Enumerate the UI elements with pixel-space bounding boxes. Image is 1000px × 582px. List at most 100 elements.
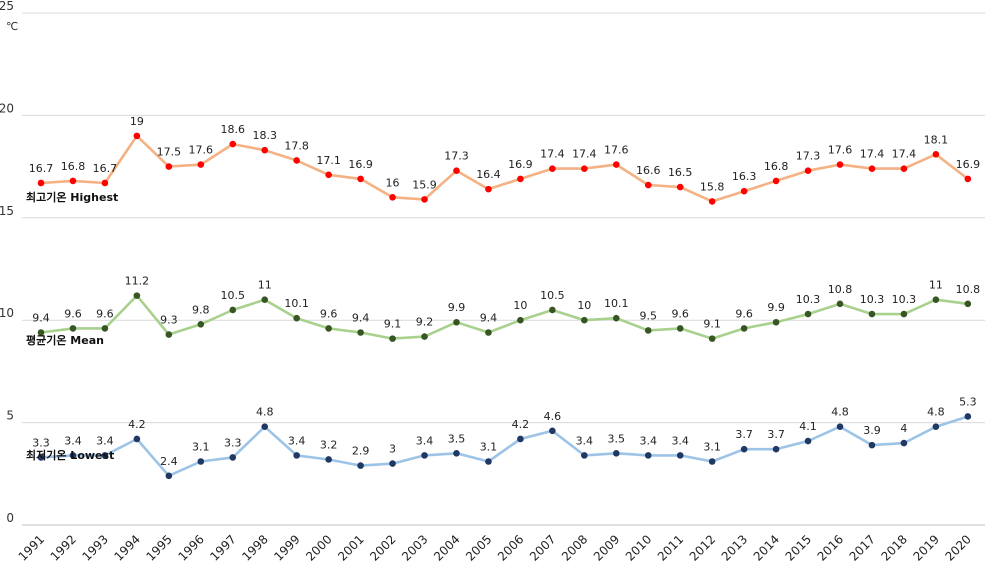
data-label: 16.9 [348, 158, 373, 171]
data-point [740, 445, 748, 453]
series-name-label: 평균기온 Mean [26, 333, 104, 347]
data-label: 9.2 [416, 316, 434, 329]
series-0: 16.7 16.8 16.7 19 17.5 17.6 18.6 18.3 17.8 17.1 16… [29, 115, 980, 205]
y-tick-label: 5 [6, 409, 14, 423]
data-label: 18.6 [221, 123, 246, 136]
data-label: 17.4 [860, 148, 885, 161]
data-point [836, 161, 844, 168]
data-point [964, 175, 972, 183]
data-point [772, 177, 780, 185]
data-label: 3.4 [288, 434, 306, 447]
x-tick-label: 2019 [911, 532, 942, 563]
data-label: 3.5 [448, 432, 466, 445]
data-label: 10.3 [860, 293, 885, 306]
y-unit-label: ℃ [6, 20, 18, 33]
data-label: 10.8 [956, 283, 981, 296]
x-tick-label: 1997 [207, 532, 238, 563]
data-point [836, 300, 844, 308]
x-tick-label: 2008 [559, 532, 590, 563]
data-point [708, 198, 716, 205]
data-point [421, 333, 428, 340]
data-label: 16.6 [636, 164, 661, 177]
data-label: 3.4 [671, 434, 689, 447]
data-label: 3.7 [767, 428, 785, 441]
data-label: 19 [130, 115, 144, 128]
data-label: 9.1 [703, 318, 721, 331]
data-label: 9.6 [64, 307, 82, 320]
x-tick-label: 1998 [239, 532, 270, 563]
data-point [612, 450, 620, 457]
x-tick-label: 2013 [719, 532, 750, 563]
data-point [389, 194, 396, 201]
x-tick-label: 2009 [591, 532, 622, 563]
data-point [453, 450, 460, 457]
series-name-labels: 최고기온 Highest 평균기온 Mean 최저기온 Lowest [26, 190, 118, 462]
data-label: 4.8 [927, 406, 945, 419]
data-point [676, 452, 684, 459]
data-point [868, 165, 876, 172]
data-point [197, 161, 205, 168]
data-point [900, 310, 908, 318]
series-line [40, 294, 968, 340]
data-label: 17.6 [828, 144, 853, 157]
data-point [549, 306, 556, 314]
data-point [549, 165, 556, 172]
x-tick-label: 2017 [847, 532, 878, 563]
x-tick-label: 1999 [271, 532, 302, 563]
data-point [325, 171, 332, 179]
data-label: 9.4 [352, 311, 370, 324]
x-tick-label: 2014 [751, 532, 782, 563]
data-point [612, 314, 620, 322]
data-point [133, 292, 141, 299]
x-tick-label: 2011 [655, 532, 686, 563]
data-label: 16.9 [508, 158, 533, 171]
series-2: 3.3 3.4 3.4 4.2 2.4 3.1 3.3 4.8 3.4 3.2 2.9 3 3.4 3.5… [32, 395, 977, 480]
data-label: 17.5 [157, 146, 182, 159]
data-label: 17.6 [189, 144, 214, 157]
data-label: 11.2 [125, 275, 150, 288]
data-point [261, 146, 269, 154]
x-tick-label: 1993 [80, 532, 111, 563]
data-point [485, 185, 492, 193]
data-label: 3.5 [608, 432, 626, 445]
data-label: 3.4 [576, 434, 594, 447]
data-label: 16 [386, 176, 400, 189]
data-label: 9.6 [320, 307, 338, 320]
data-label: 9.6 [96, 307, 114, 320]
data-point [165, 163, 173, 170]
data-point [772, 445, 780, 453]
data-label: 9.4 [480, 311, 498, 324]
data-label: 17.4 [540, 148, 565, 161]
data-point [804, 310, 812, 318]
data-label: 10.1 [284, 297, 309, 310]
data-point [357, 462, 364, 469]
data-label: 10 [513, 299, 527, 312]
data-point [932, 423, 940, 430]
x-tick-label: 2007 [527, 532, 558, 563]
data-point [325, 456, 332, 463]
data-point [261, 296, 269, 304]
data-point [165, 472, 173, 480]
series-group: 16.7 16.8 16.7 19 17.5 17.6 18.6 18.3 17.8 17.1 16… [29, 115, 981, 480]
data-point [644, 327, 652, 334]
data-point [389, 460, 396, 467]
data-point [37, 329, 45, 336]
data-label: 17.8 [284, 139, 309, 152]
data-point [69, 177, 77, 185]
data-point [357, 329, 364, 336]
data-point [69, 452, 77, 459]
data-label: 4.1 [799, 420, 817, 433]
data-label: 16.9 [956, 158, 981, 171]
data-label: 16.3 [732, 170, 757, 183]
data-point [101, 179, 109, 187]
data-point [868, 310, 876, 318]
data-label: 10.5 [221, 289, 246, 302]
data-label: 4 [900, 422, 907, 435]
data-label: 11 [929, 279, 943, 292]
data-point [772, 318, 780, 326]
data-point [197, 458, 205, 465]
data-point [581, 165, 588, 172]
data-point [676, 183, 684, 191]
data-point [708, 335, 716, 342]
data-label: 9.3 [160, 314, 178, 327]
